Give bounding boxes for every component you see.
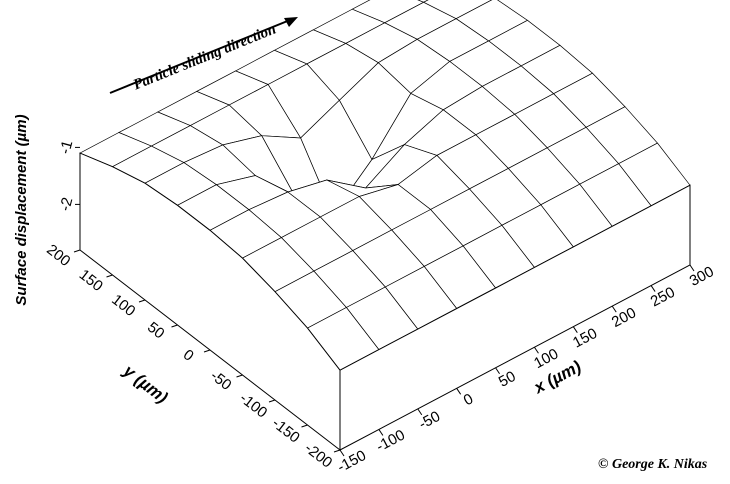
y-tick xyxy=(333,449,341,453)
surface-cell xyxy=(417,0,429,3)
y-tick-label: -50 xyxy=(207,367,235,394)
x-tick-label: 50 xyxy=(496,368,519,391)
x-tick xyxy=(456,388,462,395)
x-tick xyxy=(572,326,578,333)
y-tick-label: 0 xyxy=(180,346,197,365)
y-axis-label: y (µm) xyxy=(119,361,171,408)
y-tick-label: -150 xyxy=(269,415,303,447)
y-tick-label: -200 xyxy=(301,440,335,472)
direction-arrow xyxy=(109,19,291,94)
y-tick-label: 100 xyxy=(108,291,138,320)
y-tick xyxy=(138,299,146,303)
z-tick-label: -2 xyxy=(57,196,77,213)
z-tick-label: -1 xyxy=(57,139,77,156)
x-tick xyxy=(339,449,345,457)
arrow-head xyxy=(284,17,298,27)
y-tick-label: 200 xyxy=(43,241,73,270)
x-tick xyxy=(417,408,423,416)
credit: © George K. Nikas xyxy=(598,457,708,472)
y-tick xyxy=(301,424,308,428)
x-tick xyxy=(689,264,695,272)
y-tick-label: 150 xyxy=(76,266,106,295)
y-tick xyxy=(268,399,276,403)
x-tick-label: -100 xyxy=(373,426,407,455)
y-tick xyxy=(236,374,243,378)
y-tick xyxy=(203,349,211,353)
x-tick xyxy=(534,346,539,354)
x-tick xyxy=(495,367,500,375)
x-tick xyxy=(378,429,384,436)
y-tick xyxy=(171,324,178,328)
y-tick-label: -100 xyxy=(236,390,270,422)
y-tick xyxy=(106,274,113,278)
z-axis-label: Surface displacement (µm) xyxy=(13,114,30,305)
x-tick xyxy=(650,285,656,292)
y-tick-label: 50 xyxy=(144,319,168,343)
x-tick-label: -150 xyxy=(335,447,369,476)
x-tick xyxy=(611,305,617,313)
x-tick-label: 0 xyxy=(461,390,476,409)
left-wall xyxy=(79,152,341,452)
y-tick xyxy=(73,249,81,253)
